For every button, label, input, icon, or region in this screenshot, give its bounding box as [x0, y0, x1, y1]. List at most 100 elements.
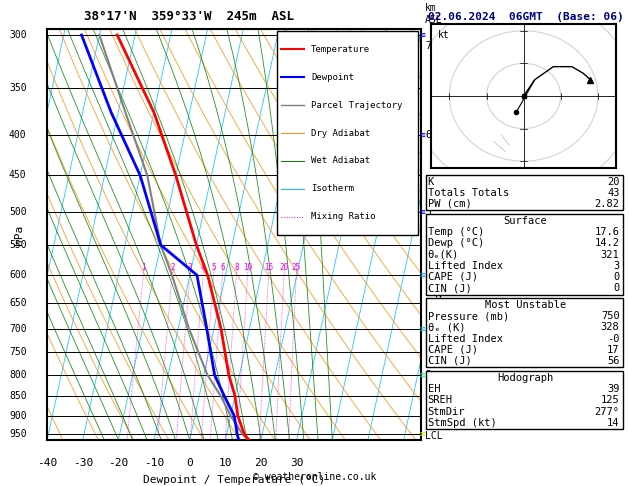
Text: 600: 600	[9, 270, 26, 280]
Text: 56: 56	[607, 356, 620, 366]
Text: 10: 10	[219, 458, 232, 469]
Text: 450: 450	[9, 171, 26, 180]
Text: Lifted Index: Lifted Index	[428, 333, 503, 344]
Text: Lifted Index: Lifted Index	[428, 260, 503, 271]
FancyBboxPatch shape	[277, 31, 418, 235]
Text: Temp (°C): Temp (°C)	[428, 227, 484, 237]
Text: 10: 10	[243, 263, 252, 272]
Text: 1: 1	[142, 263, 146, 272]
Text: Dewpoint: Dewpoint	[311, 73, 354, 82]
Text: 950: 950	[9, 430, 26, 439]
Text: 39: 39	[607, 384, 620, 394]
Text: CIN (J): CIN (J)	[428, 283, 472, 293]
Text: K: K	[428, 176, 434, 187]
Text: 15: 15	[264, 263, 274, 272]
Text: -30: -30	[73, 458, 93, 469]
Text: 850: 850	[9, 391, 26, 401]
Text: 900: 900	[9, 411, 26, 421]
Text: Hodograph: Hodograph	[497, 373, 554, 383]
Text: 5: 5	[211, 263, 216, 272]
Text: 125: 125	[601, 395, 620, 405]
Text: 6: 6	[220, 263, 225, 272]
Text: 38°17'N  359°33'W  245m  ASL: 38°17'N 359°33'W 245m ASL	[84, 10, 294, 23]
Text: 4: 4	[425, 270, 431, 280]
Text: 20: 20	[254, 458, 268, 469]
Text: 43: 43	[607, 188, 620, 198]
Text: θₑ (K): θₑ (K)	[428, 322, 465, 332]
Text: Dewpoint / Temperature (°C): Dewpoint / Temperature (°C)	[143, 475, 325, 485]
Text: 14.2: 14.2	[594, 238, 620, 248]
Text: StmSpd (kt): StmSpd (kt)	[428, 417, 496, 428]
Text: 321: 321	[601, 249, 620, 260]
Text: 0: 0	[613, 272, 620, 282]
Text: kt: kt	[438, 30, 450, 40]
Text: 500: 500	[9, 207, 26, 217]
Text: Isotherm: Isotherm	[311, 184, 354, 193]
Text: ≡: ≡	[420, 324, 426, 333]
Text: ≡: ≡	[420, 370, 426, 380]
Text: Mixing Ratio (g/kg): Mixing Ratio (g/kg)	[437, 228, 447, 340]
Text: ≡: ≡	[420, 207, 426, 217]
Text: km
ASL: km ASL	[425, 3, 443, 25]
Text: -0: -0	[607, 333, 620, 344]
Text: 20: 20	[607, 176, 620, 187]
Text: StmDir: StmDir	[428, 406, 465, 417]
Text: 328: 328	[601, 322, 620, 332]
Text: © weatheronline.co.uk: © weatheronline.co.uk	[253, 472, 376, 482]
Text: Totals Totals: Totals Totals	[428, 188, 509, 198]
Text: 277°: 277°	[594, 406, 620, 417]
Text: Surface: Surface	[503, 216, 547, 226]
Text: θₑ(K): θₑ(K)	[428, 249, 459, 260]
Text: 800: 800	[9, 370, 26, 380]
Text: 3: 3	[188, 263, 192, 272]
Text: 750: 750	[601, 311, 620, 321]
Text: 3: 3	[425, 324, 431, 333]
Text: 17.6: 17.6	[594, 227, 620, 237]
Text: 02.06.2024  06GMT  (Base: 06): 02.06.2024 06GMT (Base: 06)	[428, 12, 623, 22]
Text: ≡: ≡	[420, 130, 426, 139]
Text: 3: 3	[613, 260, 620, 271]
Text: 14: 14	[607, 417, 620, 428]
Text: ≡: ≡	[420, 270, 426, 280]
Text: Most Unstable: Most Unstable	[484, 300, 566, 310]
Text: 650: 650	[9, 298, 26, 308]
Text: 300: 300	[9, 30, 26, 40]
Text: -40: -40	[37, 458, 57, 469]
Text: 30: 30	[290, 458, 303, 469]
Text: 2: 2	[170, 263, 175, 272]
Text: 6: 6	[425, 130, 431, 139]
Text: Dewp (°C): Dewp (°C)	[428, 238, 484, 248]
Text: 7: 7	[425, 41, 431, 52]
Text: Temperature: Temperature	[311, 45, 370, 54]
Text: Pressure (mb): Pressure (mb)	[428, 311, 509, 321]
Text: CIN (J): CIN (J)	[428, 356, 472, 366]
Text: 750: 750	[9, 347, 26, 358]
Text: PW (cm): PW (cm)	[428, 199, 472, 209]
Text: CAPE (J): CAPE (J)	[428, 345, 477, 355]
Text: 2.82: 2.82	[594, 199, 620, 209]
Text: 8: 8	[235, 263, 239, 272]
Text: Wet Adiabat: Wet Adiabat	[311, 156, 370, 166]
Text: 2: 2	[425, 370, 431, 380]
Text: 0: 0	[186, 458, 193, 469]
Text: -10: -10	[144, 458, 164, 469]
Text: ≡: ≡	[420, 430, 426, 439]
Text: CAPE (J): CAPE (J)	[428, 272, 477, 282]
Text: 5: 5	[425, 207, 431, 217]
Text: 550: 550	[9, 240, 26, 250]
Text: 20: 20	[280, 263, 289, 272]
Text: 1: 1	[425, 411, 431, 421]
Text: 400: 400	[9, 130, 26, 139]
Text: EH: EH	[428, 384, 440, 394]
Text: 350: 350	[9, 84, 26, 93]
Text: 17: 17	[607, 345, 620, 355]
Text: 4: 4	[201, 263, 206, 272]
Text: ≡: ≡	[420, 30, 426, 40]
Text: 0: 0	[613, 283, 620, 293]
Text: hPa: hPa	[14, 225, 24, 244]
Text: Mixing Ratio: Mixing Ratio	[311, 212, 376, 221]
Text: LCL: LCL	[425, 431, 443, 441]
Text: 25: 25	[292, 263, 301, 272]
Text: Parcel Trajectory: Parcel Trajectory	[311, 101, 403, 110]
Text: Dry Adiabat: Dry Adiabat	[311, 129, 370, 138]
